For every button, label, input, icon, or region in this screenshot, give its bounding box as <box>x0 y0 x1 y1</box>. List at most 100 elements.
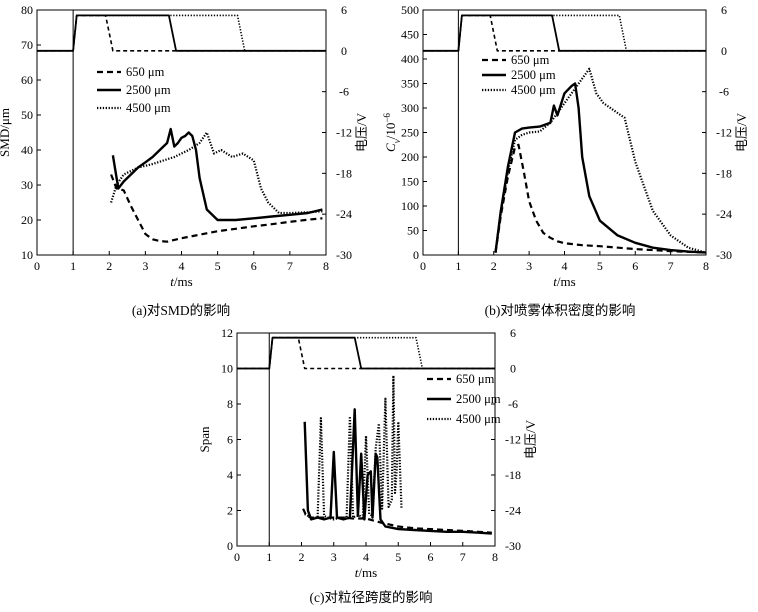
y2-tick-label: -30 <box>336 248 352 262</box>
y2-tick-label: -6 <box>508 397 518 411</box>
chart-caption: (c)对粒径跨度的影响 <box>310 590 433 605</box>
y-tick-label: 500 <box>401 3 419 17</box>
legend-label: 4500 μm <box>456 412 501 426</box>
x-axis-var: t <box>170 274 174 289</box>
y2-axis-label: 电压/V <box>354 112 369 152</box>
legend-label: 2500 μm <box>511 68 556 82</box>
x-tick-label: 6 <box>632 259 638 273</box>
x-tick-label: 8 <box>492 550 498 564</box>
series-line-3 <box>494 67 707 254</box>
y-tick-label: 50 <box>21 108 33 122</box>
x-tick-label: 0 <box>420 259 426 273</box>
x-axis-unit: /ms <box>174 274 193 289</box>
x-tick-label: 1 <box>266 550 272 564</box>
plot-frame <box>36 9 327 256</box>
y-tick-label: 0 <box>413 248 419 262</box>
y-tick-label: 80 <box>21 3 33 17</box>
series-line-2 <box>494 82 707 254</box>
y2-tick-label: -30 <box>716 248 732 262</box>
x-axis-var: t <box>553 274 557 289</box>
y-tick-label: 60 <box>21 73 33 87</box>
x-tick-label: 4 <box>179 259 185 273</box>
voltage-trace-2500 <box>237 336 495 370</box>
y-tick-label: 40 <box>21 143 33 157</box>
x-tick-label: 5 <box>395 550 401 564</box>
y2-tick-label: -6 <box>719 85 729 99</box>
x-tick-label: 8 <box>323 259 329 273</box>
x-axis-unit: /ms <box>358 565 377 580</box>
legend-label: 2500 μm <box>126 83 171 97</box>
y-tick-label: 250 <box>401 126 419 140</box>
y-tick-label: 100 <box>401 199 419 213</box>
y2-tick-label: -24 <box>716 207 732 221</box>
x-tick-label: 7 <box>460 550 466 564</box>
y2-tick-label: -18 <box>336 166 352 180</box>
y-tick-label: 0 <box>227 539 233 553</box>
y2-tick-label: 6 <box>510 326 516 340</box>
x-tick-label: 2 <box>299 550 305 564</box>
x-tick-label: 3 <box>331 550 337 564</box>
series-line-3 <box>304 374 403 521</box>
x-tick-label: 2 <box>491 259 497 273</box>
legend-label: 650 μm <box>511 53 550 67</box>
x-tick-label: 6 <box>428 550 434 564</box>
x-tick-label: 5 <box>597 259 603 273</box>
y-axis-unit: /10 <box>383 123 398 140</box>
y-tick-label: 10 <box>21 248 33 262</box>
chart-a: 0 1 2 3 4 5 6 7 8 10 20 30 40 50 60 70 80 -30 -24 -18 -12 -6 0… <box>0 3 369 318</box>
y-axis-label: Cv/10−6 <box>382 113 402 152</box>
voltage-trace-4500 <box>37 14 326 52</box>
y-tick-label: 300 <box>401 101 419 115</box>
y2-tick-label: -6 <box>339 85 349 99</box>
y2-tick-label: -18 <box>716 166 732 180</box>
y2-tick-label: -30 <box>505 539 521 553</box>
x-axis-label: t/ms <box>170 274 192 289</box>
y-axis-sub: v <box>392 139 402 143</box>
legend-label: 4500 μm <box>126 101 171 115</box>
x-tick-label: 8 <box>703 259 709 273</box>
x-tick-label: 6 <box>251 259 257 273</box>
x-tick-label: 3 <box>142 259 148 273</box>
y2-tick-label: -24 <box>505 504 521 518</box>
legend-label: 4500 μm <box>511 83 556 97</box>
x-tick-label: 3 <box>526 259 532 273</box>
y-tick-label: 4 <box>227 468 233 482</box>
y2-tick-label: -12 <box>716 126 732 140</box>
y2-tick-label: 6 <box>341 3 347 17</box>
y-tick-label: 12 <box>221 326 233 340</box>
y2-tick-label: -18 <box>505 468 521 482</box>
x-tick-label: 7 <box>287 259 293 273</box>
x-tick-label: 5 <box>215 259 221 273</box>
x-axis-label: t/ms <box>355 565 377 580</box>
x-axis-var: t <box>355 565 359 580</box>
x-tick-label: 1 <box>70 259 76 273</box>
y-tick-label: 450 <box>401 28 419 42</box>
y2-tick-label: 0 <box>721 44 727 58</box>
y-axis-label: SMD/μm <box>0 108 12 157</box>
x-tick-label: 0 <box>234 550 240 564</box>
y-tick-label: 200 <box>401 150 419 164</box>
y-tick-label: 10 <box>221 362 233 376</box>
x-axis-label: t/ms <box>553 274 575 289</box>
y2-tick-label: 6 <box>721 3 727 17</box>
y-axis-var: C <box>383 143 398 152</box>
plot-frame <box>422 9 707 256</box>
x-tick-label: 4 <box>562 259 568 273</box>
legend-label: 2500 μm <box>456 392 501 406</box>
y2-tick-label: -12 <box>505 433 521 447</box>
y-tick-label: 2 <box>227 504 233 518</box>
y-tick-label: 8 <box>227 397 233 411</box>
x-tick-label: 1 <box>455 259 461 273</box>
series-line-1 <box>494 143 707 254</box>
voltage-trace-2500 <box>423 14 706 52</box>
y-tick-label: 30 <box>21 178 33 192</box>
chart-c: 0 1 2 3 4 5 6 7 8024681012-30-24-18-12-606t/msSp… <box>197 326 538 605</box>
y-axis-exp: −6 <box>382 113 392 123</box>
y-tick-label: 50 <box>407 224 419 238</box>
y2-tick-label: -24 <box>336 207 352 221</box>
chart-caption: (b)对喷雾体积密度的影响 <box>485 302 636 318</box>
chart-b: 0 1 2 3 4 5 6 7 8 0 50 100 150 200 250 300 350 400 450 500 -… <box>382 3 749 318</box>
chart-caption: (a)对SMD的影响 <box>132 303 230 318</box>
y-tick-label: 150 <box>401 175 419 189</box>
y-tick-label: 400 <box>401 52 419 66</box>
